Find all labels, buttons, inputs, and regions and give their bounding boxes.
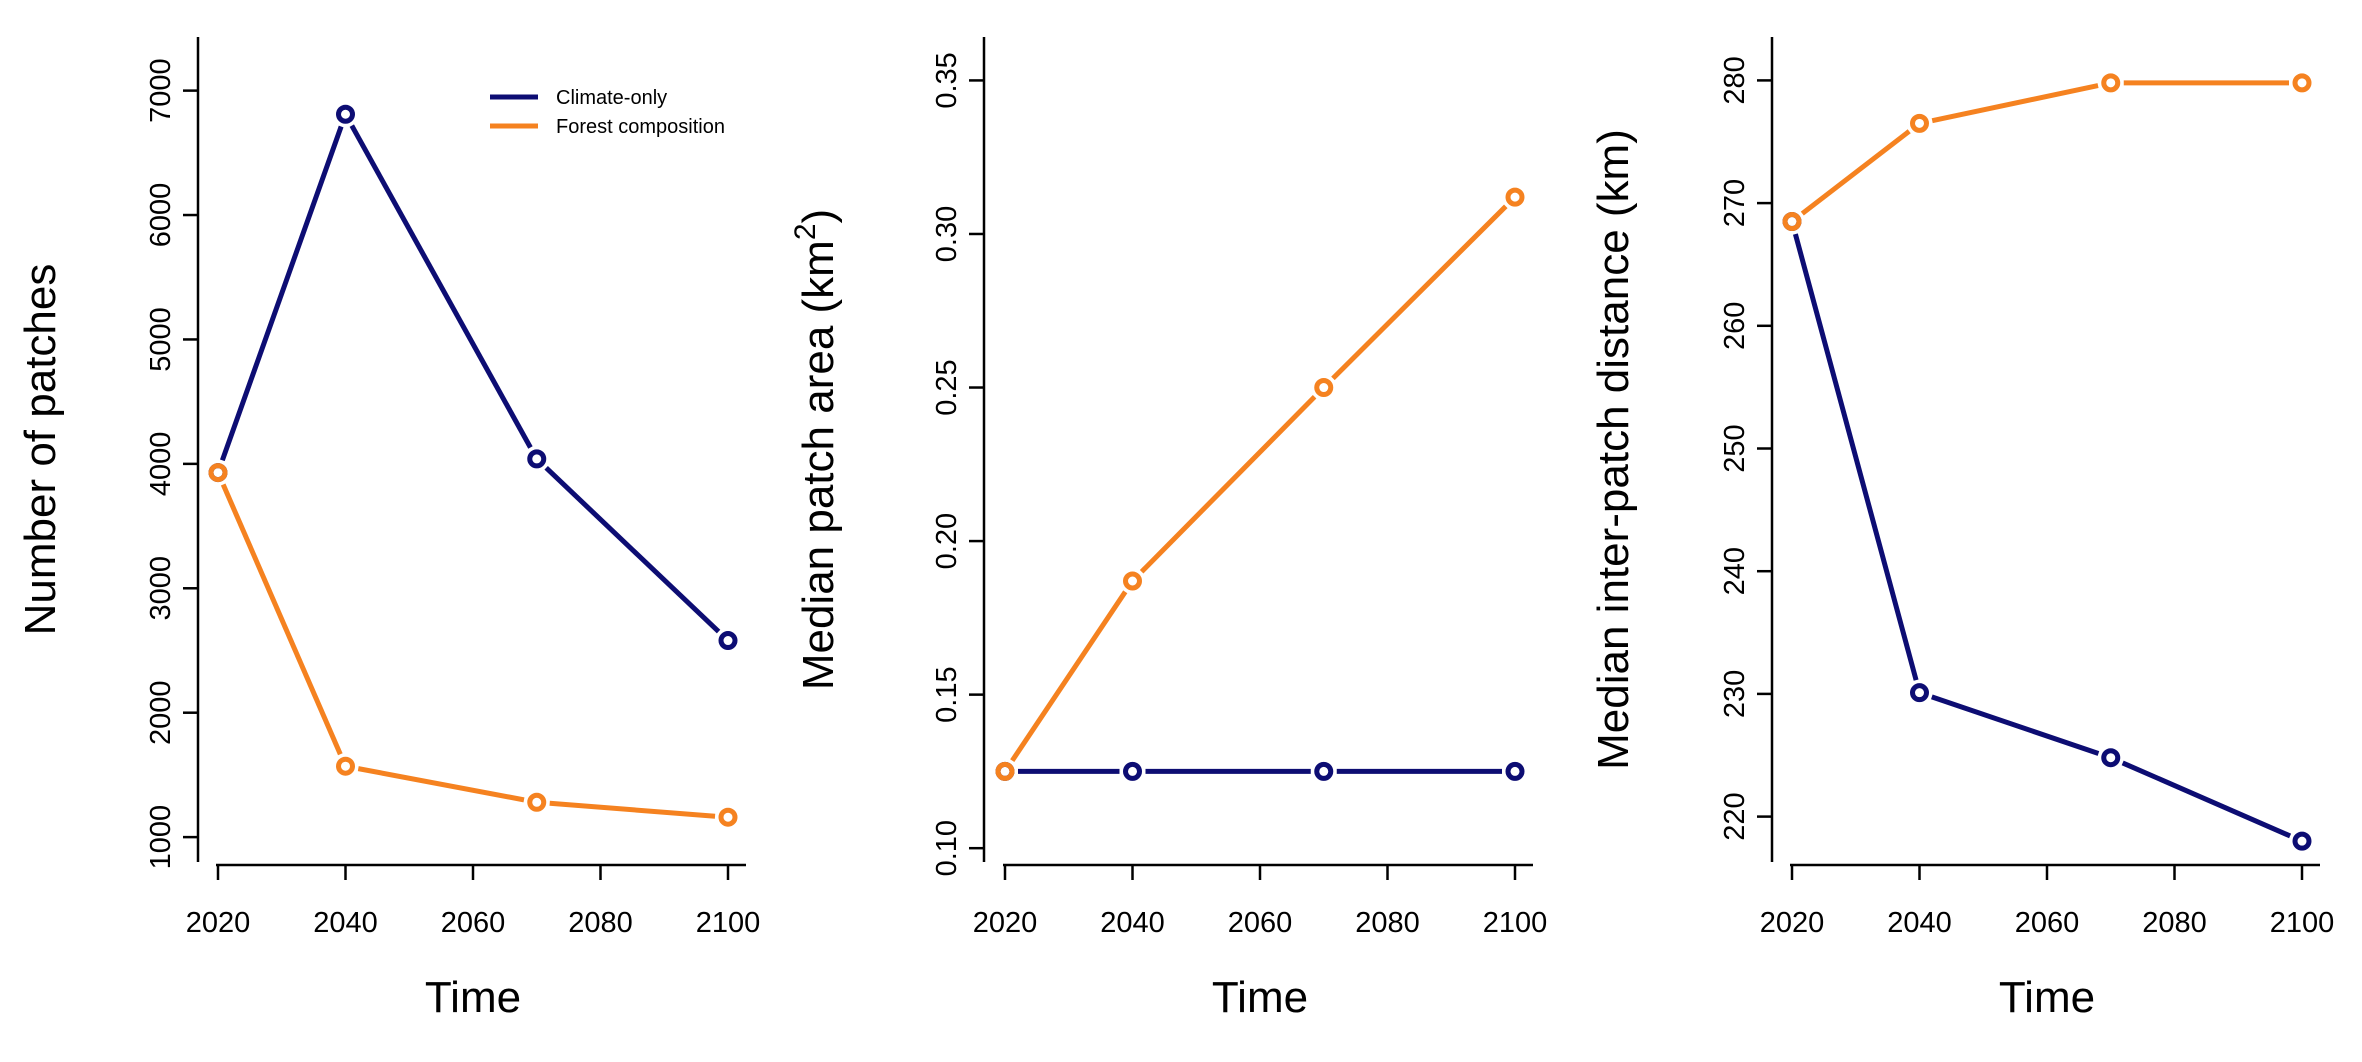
y-tick-label: 260	[1719, 302, 1751, 350]
x-tick-label: 2080	[2142, 907, 2207, 939]
data-point-climate-only	[1505, 761, 1525, 781]
panel-number-of-patches: 1000 2000 3000 4000 5000 6000 7000 2020 2040 2060…	[16, 37, 760, 1022]
x-tick-label: 2080	[568, 907, 633, 939]
series-line-forest-composition	[1010, 590, 1128, 762]
y-tick-label: 250	[1719, 424, 1751, 472]
y-tick-label: 2000	[145, 680, 177, 745]
y-axis-title: Median patch area (km2)	[789, 209, 843, 690]
data-point-forest-composition	[1505, 187, 1525, 207]
data-point-forest-composition	[1123, 571, 1142, 591]
series-line-climate-only	[544, 466, 721, 634]
data-point-climate-only	[718, 631, 738, 651]
x-tick-label: 2040	[313, 907, 378, 939]
series-line-forest-composition	[357, 766, 525, 803]
y-tick-label: 230	[1719, 670, 1751, 718]
y-axis-title: Median inter-patch distance (km)	[1589, 129, 1638, 770]
y-tick-label: 0.25	[931, 359, 963, 415]
y-axis-title-text: Median inter-patch distance (km)	[1589, 129, 1638, 770]
x-tick-label: 2060	[441, 907, 506, 939]
x-tick-label: 2100	[2270, 907, 2335, 939]
y-axis-title-superscript: 2	[789, 223, 822, 240]
legend-label: Climate-only	[556, 87, 667, 109]
x-tick-label: 2040	[1887, 907, 1952, 939]
y-tick-label: 1000	[145, 805, 177, 870]
series-line-forest-composition	[1331, 204, 1508, 381]
x-tick-label: 2040	[1100, 907, 1165, 939]
y-axis-title-text: Number of patches	[16, 264, 65, 636]
data-point-climate-only	[1123, 761, 1142, 781]
y-tick-label: 0.30	[931, 206, 963, 262]
data-point-forest-composition	[2101, 73, 2121, 93]
y-tick-label: 270	[1719, 179, 1751, 227]
x-axis-title: Time	[425, 973, 521, 1022]
series-line-forest-composition	[1800, 129, 1911, 216]
y-tick-label: 0.20	[931, 513, 963, 569]
y-axis-title-suffix: )	[794, 209, 843, 224]
series-line-climate-only	[2121, 760, 2292, 839]
y-tick-label: 4000	[145, 432, 177, 497]
panel-median-inter-patch-distance: 220 230 240 250 260 270 280 2020 2040 2060 2080 210…	[1589, 37, 2334, 1022]
panel-median-patch-area: 0.10 0.15 0.20 0.25 0.30 0.35 2020 2040 2060 2080…	[789, 37, 1547, 1022]
data-point-forest-composition	[527, 792, 547, 812]
y-tick-label: 220	[1719, 792, 1751, 840]
legend-label: Forest composition	[556, 116, 725, 138]
x-tick-label: 2080	[1355, 907, 1420, 939]
data-point-climate-only	[2292, 831, 2312, 851]
y-tick-label: 5000	[145, 307, 177, 372]
series-line-forest-composition	[1931, 83, 2099, 124]
y-tick-label: 240	[1719, 547, 1751, 595]
y-tick-label: 7000	[145, 58, 177, 123]
y-axis-title: Number of patches	[16, 264, 65, 636]
data-point-climate-only	[1910, 683, 1929, 703]
y-tick-label: 0.10	[931, 820, 963, 876]
series-line-climate-only	[349, 124, 533, 449]
series-line-climate-only	[1931, 694, 2100, 756]
data-point-climate-only	[527, 449, 547, 469]
data-point-climate-only	[2101, 748, 2121, 768]
series-line-forest-composition	[549, 800, 716, 819]
x-tick-label: 2060	[2015, 907, 2080, 939]
data-point-forest-composition	[718, 807, 738, 827]
series-line-climate-only	[220, 125, 344, 462]
x-tick-label: 2100	[696, 907, 761, 939]
series-line-climate-only	[1792, 233, 1919, 681]
data-point-forest-composition	[336, 756, 355, 776]
y-tick-label: 0.15	[931, 666, 963, 722]
data-point-forest-composition	[1314, 378, 1334, 398]
data-point-forest-composition	[995, 761, 1015, 781]
x-axis-title: Time	[1999, 973, 2095, 1022]
y-tick-label: 0.35	[931, 52, 963, 108]
x-tick-label: 2020	[186, 907, 251, 939]
data-point-climate-only	[1314, 761, 1334, 781]
x-axis-title: Time	[1212, 973, 1308, 1022]
data-point-forest-composition	[2292, 73, 2312, 93]
x-tick-label: 2060	[1228, 907, 1293, 939]
series-line-forest-composition	[220, 483, 343, 756]
data-point-forest-composition	[208, 463, 228, 483]
data-point-forest-composition	[1782, 212, 1802, 232]
y-axis-title-text: Median patch area (km	[794, 240, 843, 690]
legend: Climate-only Forest composition	[490, 87, 725, 138]
y-tick-label: 6000	[145, 183, 177, 248]
y-tick-label: 280	[1719, 56, 1751, 104]
x-tick-label: 2020	[973, 907, 1038, 939]
x-tick-label: 2100	[1483, 907, 1548, 939]
data-point-climate-only	[336, 104, 355, 124]
y-tick-label: 3000	[145, 556, 177, 621]
x-tick-label: 2020	[1760, 907, 1825, 939]
series-line-forest-composition	[1139, 395, 1317, 574]
data-point-forest-composition	[1910, 113, 1929, 133]
